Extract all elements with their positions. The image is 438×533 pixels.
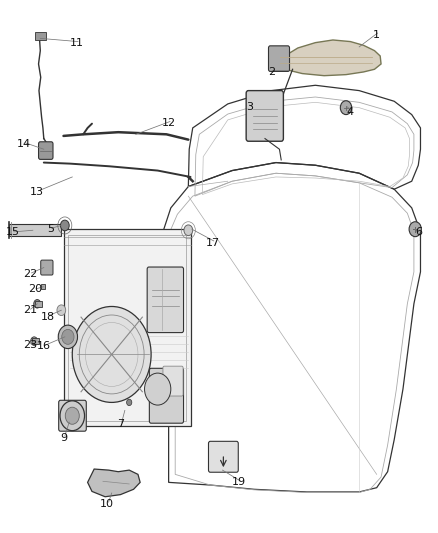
Text: 5: 5 [47,224,54,234]
Circle shape [409,222,421,237]
Text: 17: 17 [205,238,219,247]
FancyBboxPatch shape [41,260,53,275]
Bar [32,338,39,344]
Bar [9,224,61,236]
Text: 9: 9 [60,433,67,443]
Text: 3: 3 [246,102,253,111]
FancyBboxPatch shape [147,267,184,333]
Text: 10: 10 [100,499,114,508]
Circle shape [65,407,79,424]
Circle shape [60,401,85,431]
Bar [68,235,186,421]
Text: 4: 4 [347,107,354,117]
Circle shape [34,300,41,308]
Text: 18: 18 [41,312,55,322]
Circle shape [60,220,69,231]
Text: 6: 6 [415,227,422,237]
Text: 7: 7 [117,419,124,429]
Bar [35,301,42,307]
FancyBboxPatch shape [208,441,238,472]
FancyBboxPatch shape [246,91,283,141]
FancyBboxPatch shape [163,366,183,396]
Text: 22: 22 [24,270,38,279]
Text: 20: 20 [28,285,42,294]
Text: 11: 11 [70,38,84,47]
Circle shape [72,306,151,402]
Circle shape [340,101,352,115]
Circle shape [31,337,38,345]
Text: 2: 2 [268,67,275,77]
Text: 21: 21 [23,305,37,315]
Text: 16: 16 [37,342,51,351]
Bar [41,284,45,289]
Text: 19: 19 [232,478,246,487]
FancyBboxPatch shape [268,46,290,71]
Bar [64,229,191,426]
Circle shape [58,325,78,349]
Circle shape [57,305,66,316]
Circle shape [62,329,74,344]
Polygon shape [272,40,381,76]
FancyBboxPatch shape [59,400,86,431]
FancyBboxPatch shape [149,368,184,423]
FancyBboxPatch shape [39,142,53,159]
Bar [35,32,46,40]
Text: 23: 23 [23,341,37,350]
Text: 14: 14 [17,139,31,149]
Circle shape [184,225,193,236]
Polygon shape [88,469,140,497]
Circle shape [127,399,132,406]
Text: 12: 12 [162,118,176,127]
Text: 1: 1 [373,30,380,39]
Text: 13: 13 [30,187,44,197]
Circle shape [145,373,171,405]
Text: 15: 15 [6,227,20,237]
